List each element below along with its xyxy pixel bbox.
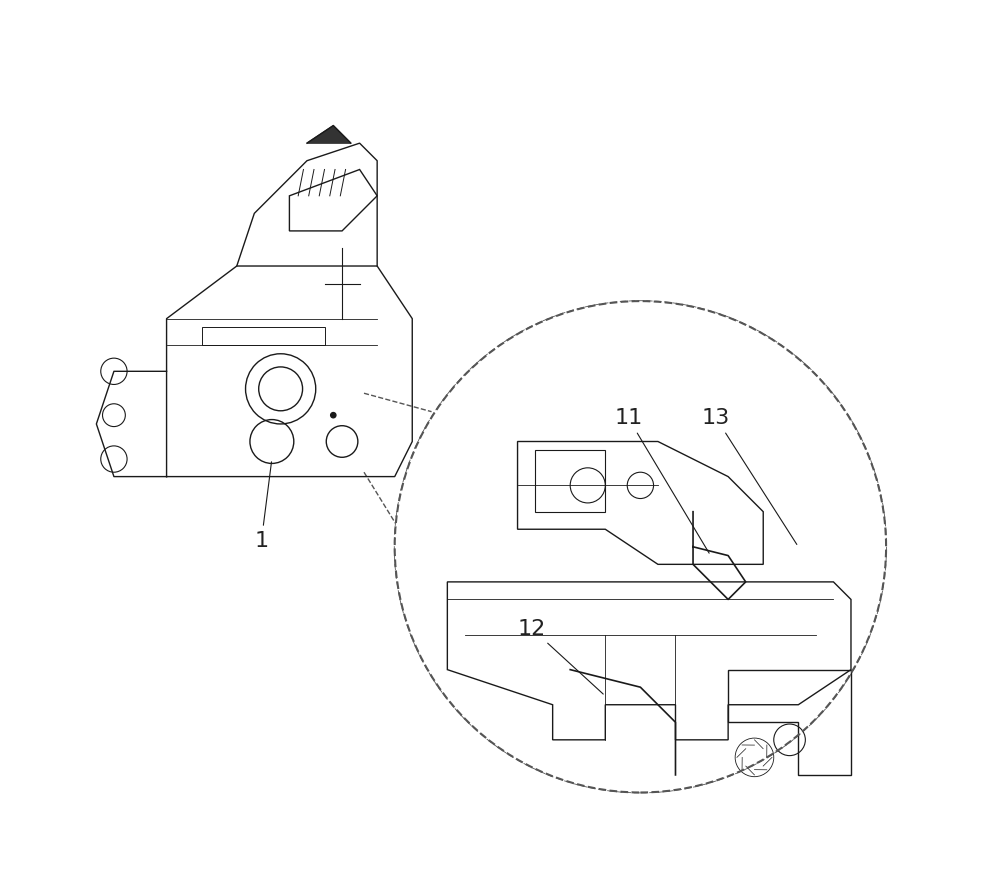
Circle shape [331,412,336,418]
Text: 12: 12 [518,618,603,694]
Text: 11: 11 [614,408,709,553]
Circle shape [395,301,886,792]
Polygon shape [307,125,351,143]
Text: 13: 13 [702,408,797,545]
Text: 1: 1 [254,462,272,551]
